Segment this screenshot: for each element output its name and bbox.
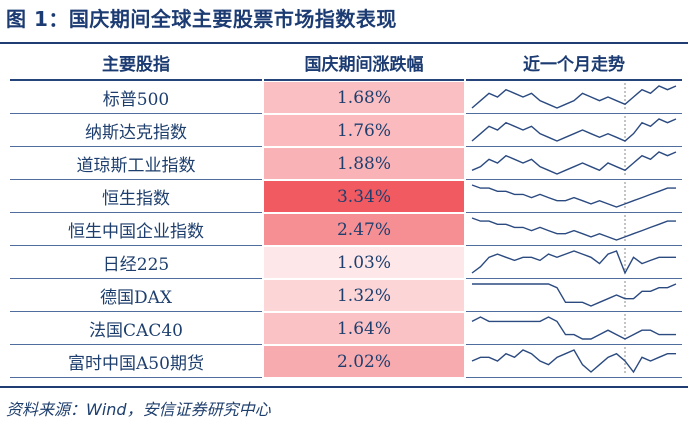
- row-change-value: 1.68%: [264, 82, 464, 114]
- row-index-name: 标普500: [10, 82, 262, 114]
- trend-line: [471, 85, 677, 109]
- row-trend-sparkline: [466, 148, 682, 180]
- row-change-value: 3.34%: [264, 181, 464, 213]
- row-change-value: 1.32%: [264, 280, 464, 312]
- row-change-value: 1.88%: [264, 148, 464, 180]
- row-trend-sparkline: [466, 214, 682, 246]
- row-index-name: 纳斯达克指数: [10, 115, 262, 147]
- header-index: 主要股指: [102, 54, 170, 75]
- header-underline-1: [10, 79, 262, 81]
- row-index-name: 富时中国A50期货: [10, 346, 262, 378]
- row-change-value: 2.02%: [264, 346, 464, 378]
- header-change: 国庆期间涨跌幅: [304, 54, 424, 75]
- trend-line: [471, 349, 676, 374]
- source-note: 资料来源：Wind，安信证券研究中心: [6, 400, 271, 419]
- row-index-name: 德国DAX: [10, 280, 262, 312]
- figure-title: 图 1：国庆期间全球主要股票市场指数表现: [6, 7, 397, 31]
- trend-line: [471, 217, 676, 241]
- table-top-rule: [0, 42, 688, 44]
- row-change-value: 1.64%: [264, 313, 464, 345]
- header-trend: 近一个月走势: [523, 54, 625, 75]
- row-index-name: 法国CAC40: [10, 313, 262, 345]
- trend-line: [471, 316, 676, 340]
- row-trend-sparkline: [466, 346, 682, 378]
- header-underline-3: [466, 79, 682, 81]
- table-bottom-rule: [0, 386, 688, 388]
- trend-line: [471, 151, 677, 175]
- row-trend-sparkline: [466, 280, 682, 312]
- row-index-name: 道琼斯工业指数: [10, 148, 262, 180]
- row-trend-sparkline: [466, 115, 682, 147]
- trend-line: [471, 118, 677, 142]
- trend-line: [471, 184, 676, 208]
- row-change-value: 1.76%: [264, 115, 464, 147]
- trend-line: [472, 283, 677, 307]
- row-trend-sparkline: [466, 313, 682, 345]
- row-trend-sparkline: [466, 181, 682, 213]
- row-index-name: 日经225: [10, 247, 262, 279]
- row-trend-sparkline: [466, 82, 682, 114]
- row-index-name: 恒生中国企业指数: [10, 214, 262, 246]
- header-underline-2: [264, 79, 464, 81]
- row-change-value: 1.03%: [264, 247, 464, 279]
- row-change-value: 2.47%: [264, 214, 464, 246]
- row-index-name: 恒生指数: [10, 181, 262, 213]
- row-trend-sparkline: [466, 247, 682, 279]
- trend-line: [471, 250, 676, 275]
